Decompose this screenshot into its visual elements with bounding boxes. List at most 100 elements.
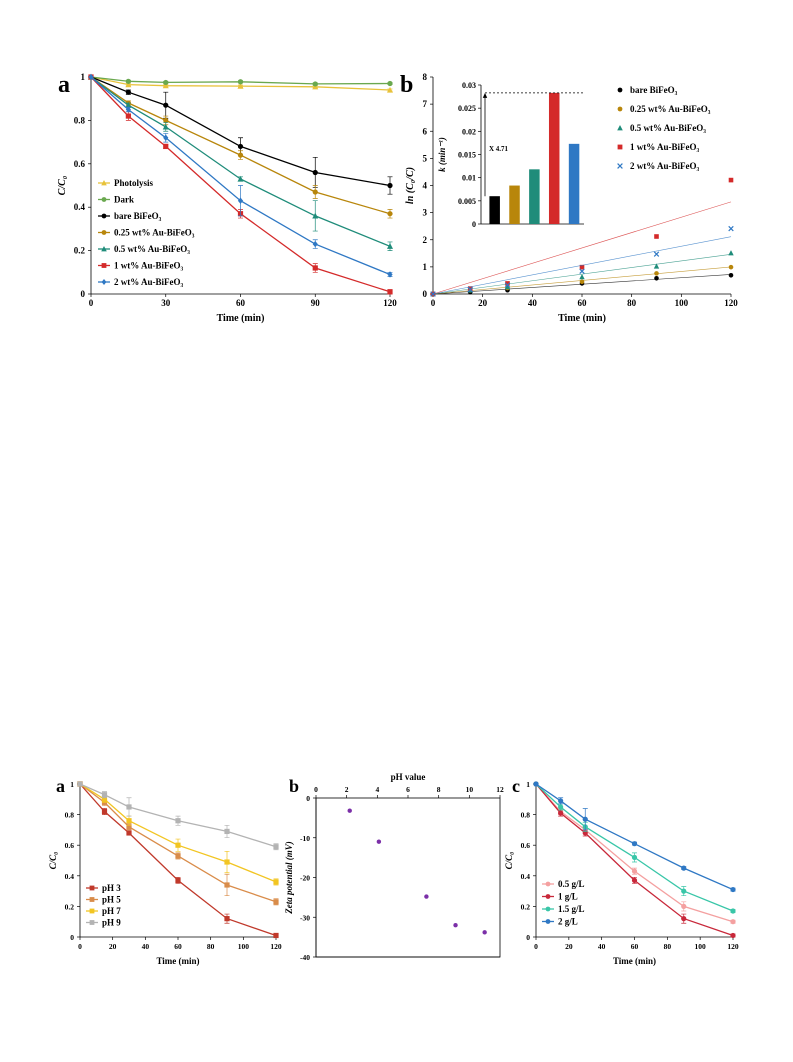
legend-marker (101, 263, 107, 268)
data-point (163, 102, 169, 108)
data-point (376, 839, 382, 844)
data-point (273, 899, 279, 905)
y-tick-label: 8 (423, 72, 428, 82)
legend-label: pH 9 (102, 918, 121, 928)
data-point (387, 211, 393, 217)
legend-marker (89, 897, 95, 902)
legend-marker (617, 87, 623, 93)
data-point (504, 282, 511, 288)
legend-label: bare BiFeO₃ (114, 211, 162, 221)
y-axis-title: ln (C₀/C) (405, 167, 416, 204)
data-point (126, 830, 132, 836)
data-point (125, 106, 131, 113)
data-point (126, 804, 132, 810)
legend-label: 2 wt% Au-BiFeO₃ (114, 277, 183, 287)
data-point (126, 824, 132, 830)
y-tick-label: 0.6 (74, 159, 86, 169)
y-tick-label: 0.4 (65, 872, 75, 881)
legend-marker (101, 230, 107, 235)
data-point (312, 240, 318, 248)
x-tick-label: 120 (724, 298, 738, 308)
data-point (163, 79, 169, 86)
data-point (224, 916, 230, 922)
y-tick-label: 3 (423, 208, 428, 218)
data-point (224, 882, 230, 888)
legend-label: pH 3 (102, 883, 121, 893)
y-tick-label: 1 (423, 262, 428, 272)
legend-label: pH 5 (102, 895, 121, 905)
y-tick-label: 0.4 (74, 202, 86, 212)
panel-label-bottom-b: b (289, 776, 299, 796)
data-point (533, 781, 539, 787)
y-tick-label: 1 (70, 780, 74, 789)
x-axis-title: Time (min) (613, 956, 656, 966)
y-tick-label: 0.8 (74, 115, 86, 125)
data-point (312, 212, 319, 219)
legend-label: 1.5 g/L (558, 904, 585, 914)
data-point (273, 879, 279, 885)
fit-line (432, 201, 732, 295)
y-tick-label: 0 (70, 933, 74, 942)
data-point (654, 234, 659, 239)
series-line (535, 783, 734, 923)
data-point (728, 177, 734, 183)
x-axis-title: pH value (391, 772, 426, 782)
data-point (681, 903, 687, 910)
data-point (730, 908, 736, 914)
y-tick-label: 0.6 (521, 841, 531, 850)
x-tick-label: 60 (578, 298, 588, 308)
y-axis-title: C/C₀ (48, 852, 58, 870)
data-point (387, 86, 393, 93)
data-point (273, 932, 279, 939)
data-point (579, 264, 585, 270)
x-tick-label: 80 (664, 942, 672, 951)
x-tick-label: 40 (598, 942, 606, 951)
data-point (631, 877, 638, 883)
y-tick-label: 1 (81, 72, 86, 82)
inset-y-tick-label: 0.005 (458, 197, 476, 206)
data-point (312, 169, 318, 176)
data-point (730, 932, 736, 939)
y-tick-label: 0.8 (65, 811, 75, 820)
legend-label: bare BiFeO₃ (630, 85, 678, 95)
data-point (579, 268, 585, 274)
data-point (237, 197, 244, 204)
legend-marker (545, 881, 551, 887)
x-tick-label: 20 (109, 942, 117, 951)
data-point (453, 923, 458, 928)
data-point (175, 853, 181, 859)
inset-y-tick-label: 0.02 (462, 127, 476, 136)
legend-marker (101, 213, 107, 219)
data-point (654, 275, 659, 281)
x-tick-label: 60 (631, 942, 639, 951)
inset-bar (548, 92, 560, 224)
x-tick-label: 0 (89, 298, 94, 308)
legend-marker (545, 919, 551, 924)
x-tick-label: 30 (161, 298, 171, 308)
series-line (90, 76, 391, 293)
y-tick-label: 0.2 (65, 902, 75, 911)
x-tick-label: 20 (565, 942, 573, 951)
data-point (163, 143, 169, 150)
data-point (579, 279, 585, 285)
inset-y-tick-label: 0 (472, 220, 476, 229)
data-point (101, 792, 108, 798)
data-point (654, 271, 659, 276)
x-tick-label: 60 (236, 298, 246, 308)
legend-marker (101, 246, 107, 252)
data-point (125, 89, 131, 95)
x-tick-label: 60 (174, 942, 182, 951)
x-tick-label: 0 (431, 298, 436, 308)
plot-frame (315, 797, 501, 958)
data-point (77, 781, 83, 787)
y-tick-label: 0 (423, 289, 428, 299)
series-line (90, 76, 391, 215)
data-point (237, 143, 244, 150)
x-tick-label: 100 (238, 942, 250, 951)
x-tick-label: 4 (375, 785, 379, 794)
chart-bottom-b-zeta: 0 2 4 6 8 10 12 0 -10 -20 -30 -40 pH value Zeta poten… (284, 772, 504, 962)
y-tick-label: -30 (300, 913, 310, 922)
inset-annotation-label: X 4.71 (489, 145, 509, 153)
y-tick-label: 4 (423, 181, 428, 191)
x-tick-label: 2 (345, 785, 349, 794)
